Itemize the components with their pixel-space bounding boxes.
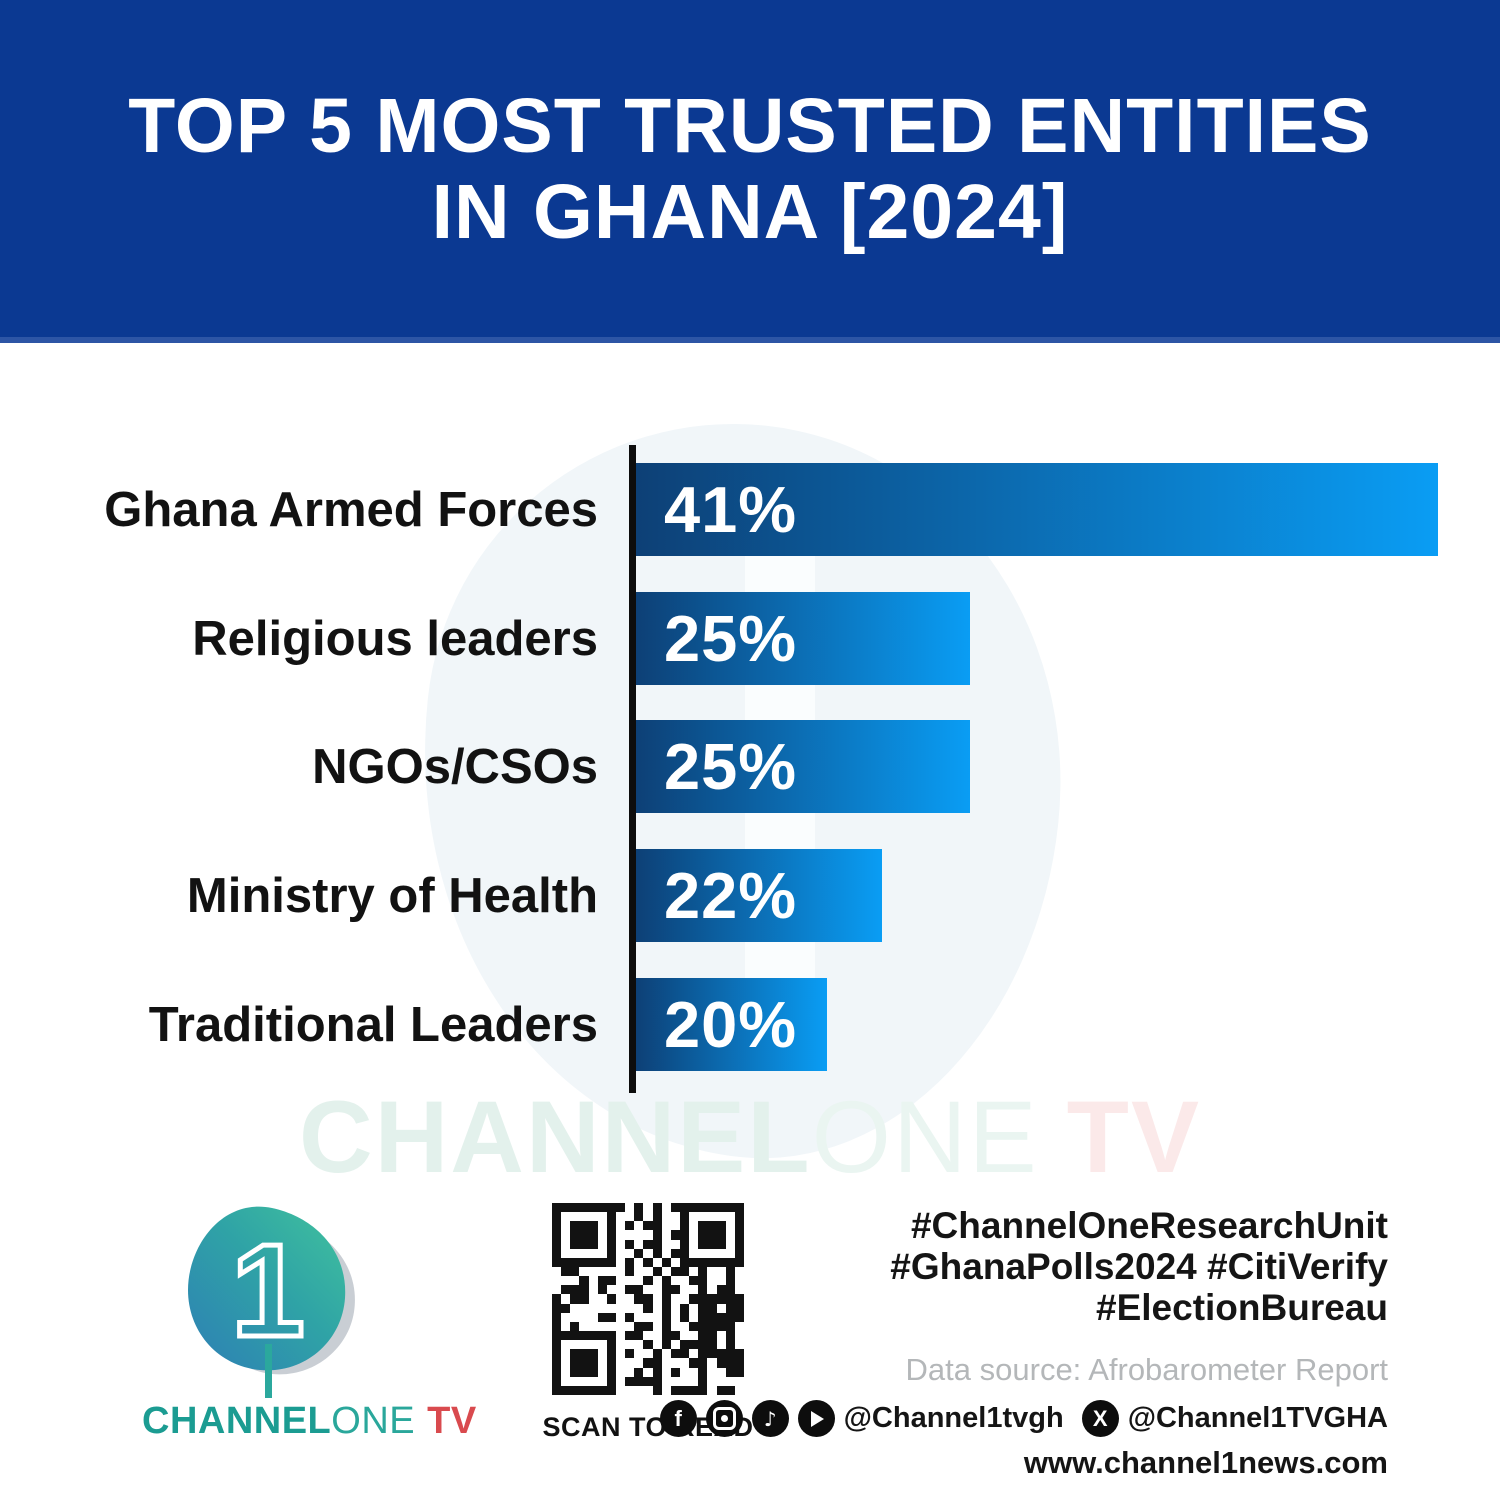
wordmark-channel: CHANNEL: [142, 1400, 332, 1442]
social-handle-main: @Channel1tvgh: [843, 1402, 1064, 1434]
bar-ministry-of-health: 22%: [636, 849, 882, 942]
bar-traditional-leaders: 20%: [636, 978, 827, 1071]
chart-axis-line: [629, 445, 636, 1093]
youtube-icon: [797, 1400, 835, 1437]
header-banner: TOP 5 MOST TRUSTED ENTITIES IN GHANA [20…: [0, 0, 1500, 343]
channel-one-logo-icon: 1: [188, 1206, 355, 1398]
value-label: 25%: [664, 730, 798, 803]
page-title-line1: TOP 5 MOST TRUSTED ENTITIES: [128, 82, 1372, 169]
category-label-ministry-of-health: Ministry of Health: [186, 868, 598, 923]
wordmark-one: ONE: [331, 1400, 416, 1442]
channel-one-logo: 1: [168, 1196, 373, 1400]
svg-text:1: 1: [231, 1217, 304, 1364]
hashtag-line-3: #ElectionBureau: [1096, 1287, 1388, 1328]
category-label-traditional-leaders: Traditional Leaders: [148, 997, 598, 1052]
bar-religious-leaders: 25%: [636, 592, 970, 685]
tiktok-icon: ♪: [751, 1400, 789, 1437]
value-label: 41%: [664, 473, 798, 546]
x-twitter-icon: X: [1081, 1400, 1119, 1437]
value-label: 22%: [664, 859, 798, 932]
category-label-ghana-armed-forces: Ghana Armed Forces: [104, 482, 598, 537]
value-label: 20%: [664, 988, 798, 1061]
category-label-ngos-csos: NGOs/CSOs: [312, 739, 598, 794]
qr-code: [552, 1203, 744, 1395]
wordmark-tv: TV: [427, 1400, 477, 1442]
website-url: www.channel1news.com: [1023, 1445, 1388, 1480]
category-label-religious-leaders: Religious leaders: [192, 611, 598, 666]
page-title-line2: IN GHANA [2024]: [431, 168, 1069, 255]
hashtag-block: #ChannelOneResearchUnit #GhanaPolls2024 …: [768, 1205, 1388, 1328]
value-label: 25%: [664, 602, 798, 675]
facebook-icon: f: [659, 1400, 697, 1437]
social-handle-x: @Channel1TVGHA: [1127, 1402, 1388, 1434]
watermark-one: ONE: [811, 1080, 1039, 1194]
watermark-channel: CHANNEL: [298, 1080, 812, 1194]
channel-one-wordmark: CHANNELONE TV: [142, 1400, 482, 1443]
hashtag-line-2: #GhanaPolls2024 #CitiVerify: [890, 1246, 1388, 1287]
hashtag-line-1: #ChannelOneResearchUnit: [910, 1205, 1388, 1246]
instagram-icon: [705, 1400, 743, 1437]
data-source-note: Data source: Afrobarometer Report: [905, 1352, 1388, 1387]
watermark-tv: TV: [1066, 1080, 1202, 1194]
bar-ghana-armed-forces: 41%: [636, 463, 1438, 556]
bar-ngos-csos: 25%: [636, 720, 970, 813]
watermark-wordmark: CHANNELONE TV: [0, 1086, 1500, 1188]
social-row: f ♪ @Channel1tvgh X @Channel1TVGHA: [659, 1400, 1388, 1437]
footer-right-column: #ChannelOneResearchUnit #GhanaPolls2024 …: [659, 1205, 1388, 1481]
